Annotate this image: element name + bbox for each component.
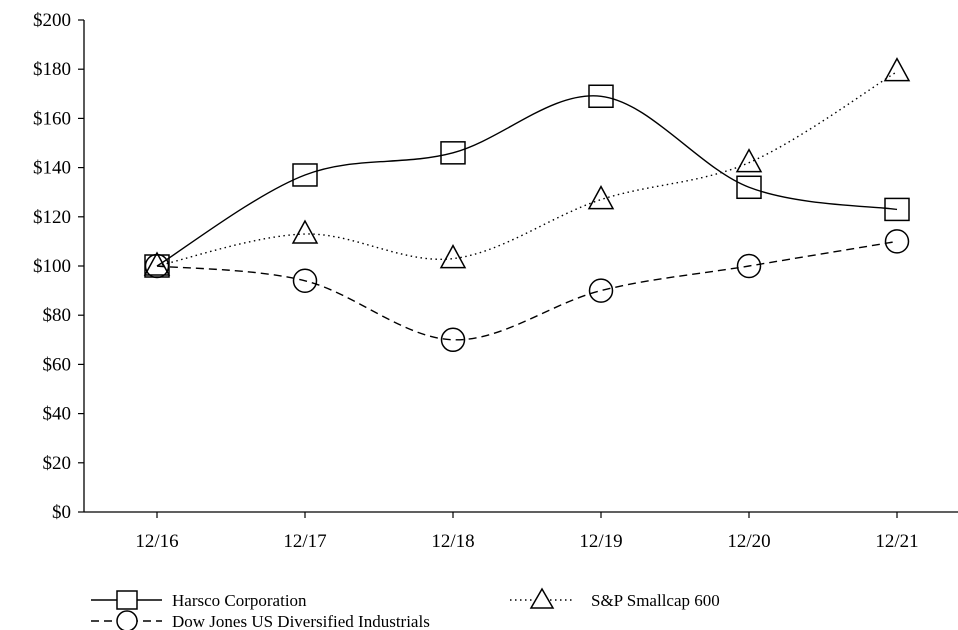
- data-point-square: [588, 84, 614, 109]
- y-tick-label: $160: [33, 108, 71, 129]
- series-line: [156, 240, 898, 341]
- series-line: [156, 95, 898, 267]
- data-point-circle: [588, 278, 614, 303]
- data-point-circle: [884, 229, 910, 254]
- data-point-square: [884, 197, 910, 222]
- data-point-circle: [292, 268, 318, 294]
- x-tick-label: 12/19: [579, 531, 622, 552]
- legend-label: S&P Smallcap 600: [591, 591, 720, 610]
- y-tick-label: $200: [33, 10, 71, 31]
- data-point-square: [292, 163, 318, 187]
- y-tick-label: $120: [33, 207, 71, 228]
- y-tick-label: $80: [43, 305, 72, 326]
- data-point-square: [736, 175, 762, 200]
- legend-marker-square: [116, 590, 138, 610]
- legend-label: Dow Jones US Diversified Industrials: [172, 612, 430, 630]
- data-point-circle: [440, 327, 466, 353]
- y-tick-label: $60: [43, 354, 72, 375]
- data-point-triangle: [143, 251, 171, 276]
- series-s-p-smallcap-600: [143, 57, 911, 276]
- series-group: [143, 57, 911, 353]
- y-tick-label: $100: [33, 256, 71, 277]
- y-tick-label: $20: [43, 453, 72, 474]
- data-point-triangle: [439, 244, 467, 269]
- y-tick-label: $40: [43, 404, 72, 425]
- legend-item: S&P Smallcap 600: [510, 587, 720, 610]
- series-harsco-corporation: [144, 84, 910, 278]
- data-point-triangle: [291, 219, 319, 244]
- legend: Harsco Corporation S&P Smallcap 600 Dow Jo…: [91, 587, 720, 630]
- y-tick-label: $140: [33, 158, 71, 179]
- data-point-triangle: [883, 57, 911, 82]
- data-point-square: [440, 141, 466, 165]
- axes: [83, 20, 958, 513]
- data-point-triangle: [735, 148, 763, 173]
- data-point-triangle: [587, 185, 615, 210]
- legend-item: Dow Jones US Diversified Industrials: [91, 610, 430, 630]
- y-tick-label: $0: [52, 502, 71, 523]
- x-tick-label: 12/21: [875, 531, 918, 552]
- legend-item: Harsco Corporation: [91, 590, 307, 610]
- x-tick-label: 12/16: [135, 531, 178, 552]
- legend-label: Harsco Corporation: [172, 591, 307, 610]
- y-tick-label: $180: [33, 59, 71, 80]
- data-point-circle: [736, 253, 762, 279]
- legend-marker-circle: [116, 610, 138, 630]
- x-tick-label: 12/17: [283, 531, 326, 552]
- legend-marker-triangle: [529, 587, 555, 609]
- series-dow-jones-us-diversified-industrials: [144, 229, 910, 353]
- x-tick-label: 12/20: [727, 531, 770, 552]
- x-tick-label: 12/18: [431, 531, 474, 552]
- x-ticks: 12/16 12/17 12/18 12/19 12/20 12/21: [135, 512, 919, 552]
- data-point-circle: [144, 253, 170, 279]
- y-ticks: $0 $20 $40 $60 $80 $100 $120 $140 $160 $180 $200: [33, 10, 84, 523]
- series-line: [156, 71, 898, 267]
